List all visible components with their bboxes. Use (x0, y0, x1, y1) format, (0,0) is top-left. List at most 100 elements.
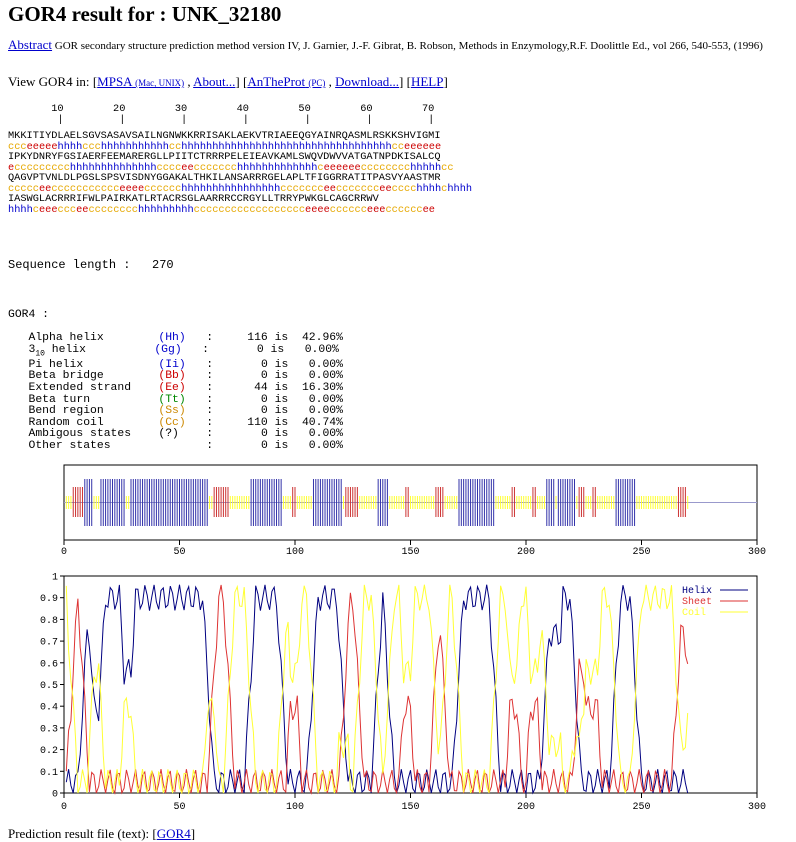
series-line (65, 584, 689, 795)
stat-percent: 0.00% (295, 428, 343, 441)
prediction-line: eccccccccchhhhhhhhhhhhhhcccceeccccccchhh… (8, 161, 454, 174)
x-tick-label: 50 (173, 547, 185, 558)
x-tick-label: 100 (286, 547, 304, 558)
stat-percent: 0.00% (295, 440, 343, 452)
stat-count: 0 (226, 370, 268, 383)
stat-name: Other states (8, 440, 111, 452)
stat-code: (?) (158, 428, 179, 441)
stat-code: (Cc) (158, 416, 186, 429)
stat-name: Bend region (8, 405, 104, 418)
download-link[interactable]: Download... (335, 74, 400, 89)
y-tick-label: 0.4 (40, 703, 58, 714)
stat-code: (Ii) (158, 358, 186, 371)
mpsa-link[interactable]: MPSA (Mac, UNIX) (97, 74, 185, 89)
stat-percent: 0.00% (291, 343, 339, 356)
probability-line-chart: 0 50 100 150 200 250 300 0 0.1 0.2 0.3 0.4 0.5 0.6 0.7… (40, 573, 766, 814)
x-tick-label: 250 (632, 802, 650, 813)
x-tick-label: 150 (401, 547, 419, 558)
y-tick-label: 0 (52, 790, 58, 801)
help-link[interactable]: HELP (410, 74, 444, 89)
prediction-line: hhhhceeeccceecccccccchhhhhhhhhcccccccccc… (8, 203, 435, 216)
stat-name: 310 helix (8, 343, 86, 359)
stat-count: 0 (226, 428, 268, 441)
stat-percent: 0.00% (295, 370, 343, 383)
secondary-structure-bar-chart: 0 50 100 150 200 250 300 (61, 464, 766, 558)
stat-name: Ambigous states (8, 428, 132, 441)
y-tick-label: 0.3 (40, 724, 58, 735)
y-tick-label: 1 (52, 573, 58, 584)
y-tick-label: 0.2 (40, 746, 58, 757)
stat-row: 310 helix (Gg) : 0 is 0.00% (8, 343, 339, 359)
sequence-block: MKKITIYDLAELSGVSASAVSAILNGNWKKRRISAKLAEK… (8, 131, 472, 215)
stat-row: Beta bridge (Bb) : 0 is 0.00% (8, 370, 343, 383)
sequence-line: QAGVPTVNLDLPGSLSPSVISDNYGGAKALTHKILANSAR… (8, 172, 441, 184)
stat-name: Extended strand (8, 382, 132, 395)
x-tick-label: 300 (748, 802, 766, 813)
y-tick-label: 0.5 (40, 681, 58, 692)
abstract-link[interactable]: Abstract (8, 37, 53, 52)
stat-percent: 0.00% (295, 358, 343, 371)
stat-code: (Hh) (158, 332, 186, 345)
x-tick-label: 0 (61, 802, 67, 813)
stat-count: 0 (226, 405, 268, 418)
stat-percent: 40.74% (295, 416, 343, 429)
stat-row: Pi helix (Ii) : 0 is 0.00% (8, 358, 343, 371)
prediction-line: ccceeeeehhhhccchhhhhhhhhhhcchhhhhhhhhhhh… (8, 140, 442, 153)
stat-percent: 16.30% (295, 382, 343, 395)
legend-label: Helix (682, 585, 712, 597)
stat-code: (Gg) (154, 343, 182, 356)
stat-count: 44 (226, 382, 268, 395)
gor4-file-link[interactable]: GOR4 (156, 826, 191, 841)
x-tick-label: 100 (286, 802, 304, 813)
stat-code: (Ee) (158, 382, 186, 395)
about-link[interactable]: About... (193, 74, 236, 89)
legend-label: Sheet (682, 596, 712, 608)
x-tick-label: 150 (401, 802, 419, 813)
series-line (65, 584, 689, 795)
ruler-numbers: 10 20 30 40 50 60 70 (8, 103, 435, 115)
prediction-line: ccccceeccccccccccceeeecccccchhhhhhhhhhhh… (8, 182, 473, 195)
view-in-line: View GOR4 in: [MPSA (Mac, UNIX) , About.… (8, 74, 448, 89)
y-tick-label: 0.1 (40, 768, 58, 779)
x-tick-label: 200 (517, 547, 535, 558)
ruler-ticks: | | | | | | | (8, 113, 435, 126)
stat-code: (Tt) (158, 393, 186, 406)
sequence-ruler: 10 20 30 40 50 60 70 | | | | | | | (8, 104, 434, 125)
stat-count: 116 (226, 332, 268, 345)
legend-label: Coil (682, 607, 706, 619)
stat-name: Random coil (8, 416, 104, 429)
y-tick-label: 0.8 (40, 616, 58, 627)
x-tick-label: 0 (61, 547, 67, 558)
line-chart-frame (63, 575, 758, 794)
x-tick-label: 200 (517, 802, 535, 813)
stat-name: Pi helix (8, 358, 84, 371)
y-tick-label: 0.7 (40, 638, 58, 649)
stat-row: Other states : 0 is 0.00% (8, 440, 343, 452)
stat-count: 0 (226, 358, 268, 371)
sequence-length-value: 270 (152, 258, 174, 272)
gor4-stats: GOR4 : Alpha helix (Hh) : 116 is 42.96% … (8, 287, 343, 453)
stat-percent: 42.96% (295, 332, 343, 345)
prediction-file-label: Prediction result file (text): (8, 826, 150, 841)
stat-count: 110 (226, 416, 268, 429)
stat-count: 0 (226, 393, 268, 406)
antheprot-link[interactable]: AnTheProt (PC) (247, 74, 326, 89)
abstract-section: Abstract GOR secondary structure predict… (8, 37, 788, 52)
sequence-line: MKKITIYDLAELSGVSASAVSAILNGNWKKRRISAKLAEK… (8, 130, 441, 142)
stat-code: (Bb) (158, 370, 186, 383)
stat-name: Beta turn (8, 393, 91, 406)
stat-row: Ambigous states (?) : 0 is 0.00% (8, 428, 343, 441)
stat-name: Beta bridge (8, 370, 104, 383)
x-tick-label: 300 (748, 547, 766, 558)
y-tick-label: 0.9 (40, 594, 58, 605)
stat-percent: 0.00% (295, 393, 343, 406)
stat-row: Random coil (Cc) : 110 is 40.74% (8, 416, 343, 429)
stat-row: Beta turn (Tt) : 0 is 0.00% (8, 393, 343, 406)
stat-percent: 0.00% (295, 405, 343, 418)
sequence-length-label: Sequence length : (8, 258, 131, 272)
view-in-label: View GOR4 in: (8, 74, 90, 89)
sequence-line: IASWGLACRRRIFWLPAIRKATLRTACRSGLAARRRCCRG… (8, 193, 379, 205)
y-tick-label: 0.6 (40, 659, 58, 670)
stat-row: Extended strand (Ee) : 44 is 16.30% (8, 382, 343, 395)
stat-row: Alpha helix (Hh) : 116 is 42.96% (8, 332, 343, 345)
